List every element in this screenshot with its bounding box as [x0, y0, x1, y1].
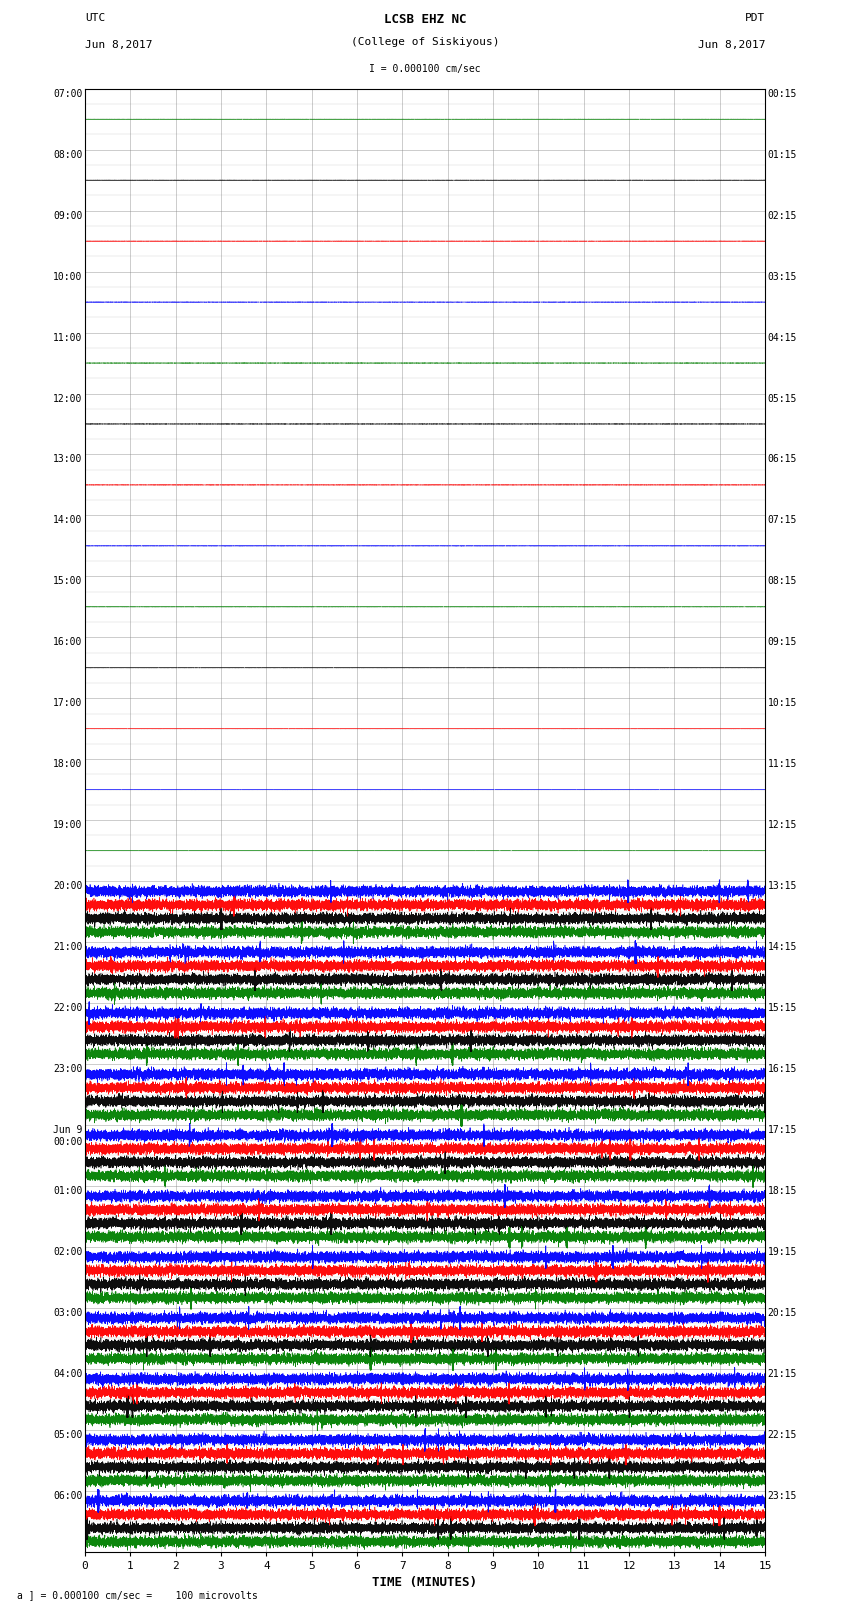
Text: 10:00: 10:00 — [53, 271, 82, 282]
Text: 21:00: 21:00 — [53, 942, 82, 952]
Text: 08:00: 08:00 — [53, 150, 82, 160]
Text: 13:00: 13:00 — [53, 455, 82, 465]
Text: 17:00: 17:00 — [53, 698, 82, 708]
Text: Jun 9
00:00: Jun 9 00:00 — [53, 1124, 82, 1147]
Text: 20:15: 20:15 — [768, 1308, 797, 1318]
Text: 06:00: 06:00 — [53, 1490, 82, 1500]
Text: 18:15: 18:15 — [768, 1186, 797, 1195]
Text: 23:15: 23:15 — [768, 1490, 797, 1500]
Text: 06:15: 06:15 — [768, 455, 797, 465]
Text: 20:00: 20:00 — [53, 881, 82, 890]
Text: 23:00: 23:00 — [53, 1065, 82, 1074]
Text: 22:15: 22:15 — [768, 1429, 797, 1440]
Text: 21:15: 21:15 — [768, 1369, 797, 1379]
Text: 05:00: 05:00 — [53, 1429, 82, 1440]
Text: 19:15: 19:15 — [768, 1247, 797, 1257]
Text: 03:15: 03:15 — [768, 271, 797, 282]
Text: 16:00: 16:00 — [53, 637, 82, 647]
Text: Jun 8,2017: Jun 8,2017 — [698, 40, 765, 50]
Text: I = 0.000100 cm/sec: I = 0.000100 cm/sec — [369, 65, 481, 74]
Text: 22:00: 22:00 — [53, 1003, 82, 1013]
Text: 12:15: 12:15 — [768, 821, 797, 831]
Text: 14:15: 14:15 — [768, 942, 797, 952]
Text: 12:00: 12:00 — [53, 394, 82, 403]
Text: 16:15: 16:15 — [768, 1065, 797, 1074]
Text: 01:00: 01:00 — [53, 1186, 82, 1195]
Text: 14:00: 14:00 — [53, 516, 82, 526]
Text: Jun 8,2017: Jun 8,2017 — [85, 40, 152, 50]
Text: (College of Siskiyous): (College of Siskiyous) — [351, 37, 499, 47]
Text: 00:15: 00:15 — [768, 89, 797, 98]
Text: 19:00: 19:00 — [53, 821, 82, 831]
Text: 15:00: 15:00 — [53, 576, 82, 587]
Text: 11:15: 11:15 — [768, 760, 797, 769]
Text: 02:00: 02:00 — [53, 1247, 82, 1257]
Text: LCSB EHZ NC: LCSB EHZ NC — [383, 13, 467, 26]
Text: 09:15: 09:15 — [768, 637, 797, 647]
Text: 07:00: 07:00 — [53, 89, 82, 98]
Text: a ] = 0.000100 cm/sec =    100 microvolts: a ] = 0.000100 cm/sec = 100 microvolts — [17, 1590, 258, 1600]
Text: 15:15: 15:15 — [768, 1003, 797, 1013]
Text: 04:00: 04:00 — [53, 1369, 82, 1379]
Text: 11:00: 11:00 — [53, 332, 82, 342]
Text: 01:15: 01:15 — [768, 150, 797, 160]
X-axis label: TIME (MINUTES): TIME (MINUTES) — [372, 1576, 478, 1589]
Text: 10:15: 10:15 — [768, 698, 797, 708]
Text: 17:15: 17:15 — [768, 1124, 797, 1136]
Text: PDT: PDT — [745, 13, 765, 23]
Text: 09:00: 09:00 — [53, 211, 82, 221]
Text: 02:15: 02:15 — [768, 211, 797, 221]
Text: 03:00: 03:00 — [53, 1308, 82, 1318]
Text: 08:15: 08:15 — [768, 576, 797, 587]
Text: 07:15: 07:15 — [768, 516, 797, 526]
Text: 18:00: 18:00 — [53, 760, 82, 769]
Text: UTC: UTC — [85, 13, 105, 23]
Text: 05:15: 05:15 — [768, 394, 797, 403]
Text: 04:15: 04:15 — [768, 332, 797, 342]
Text: 13:15: 13:15 — [768, 881, 797, 890]
